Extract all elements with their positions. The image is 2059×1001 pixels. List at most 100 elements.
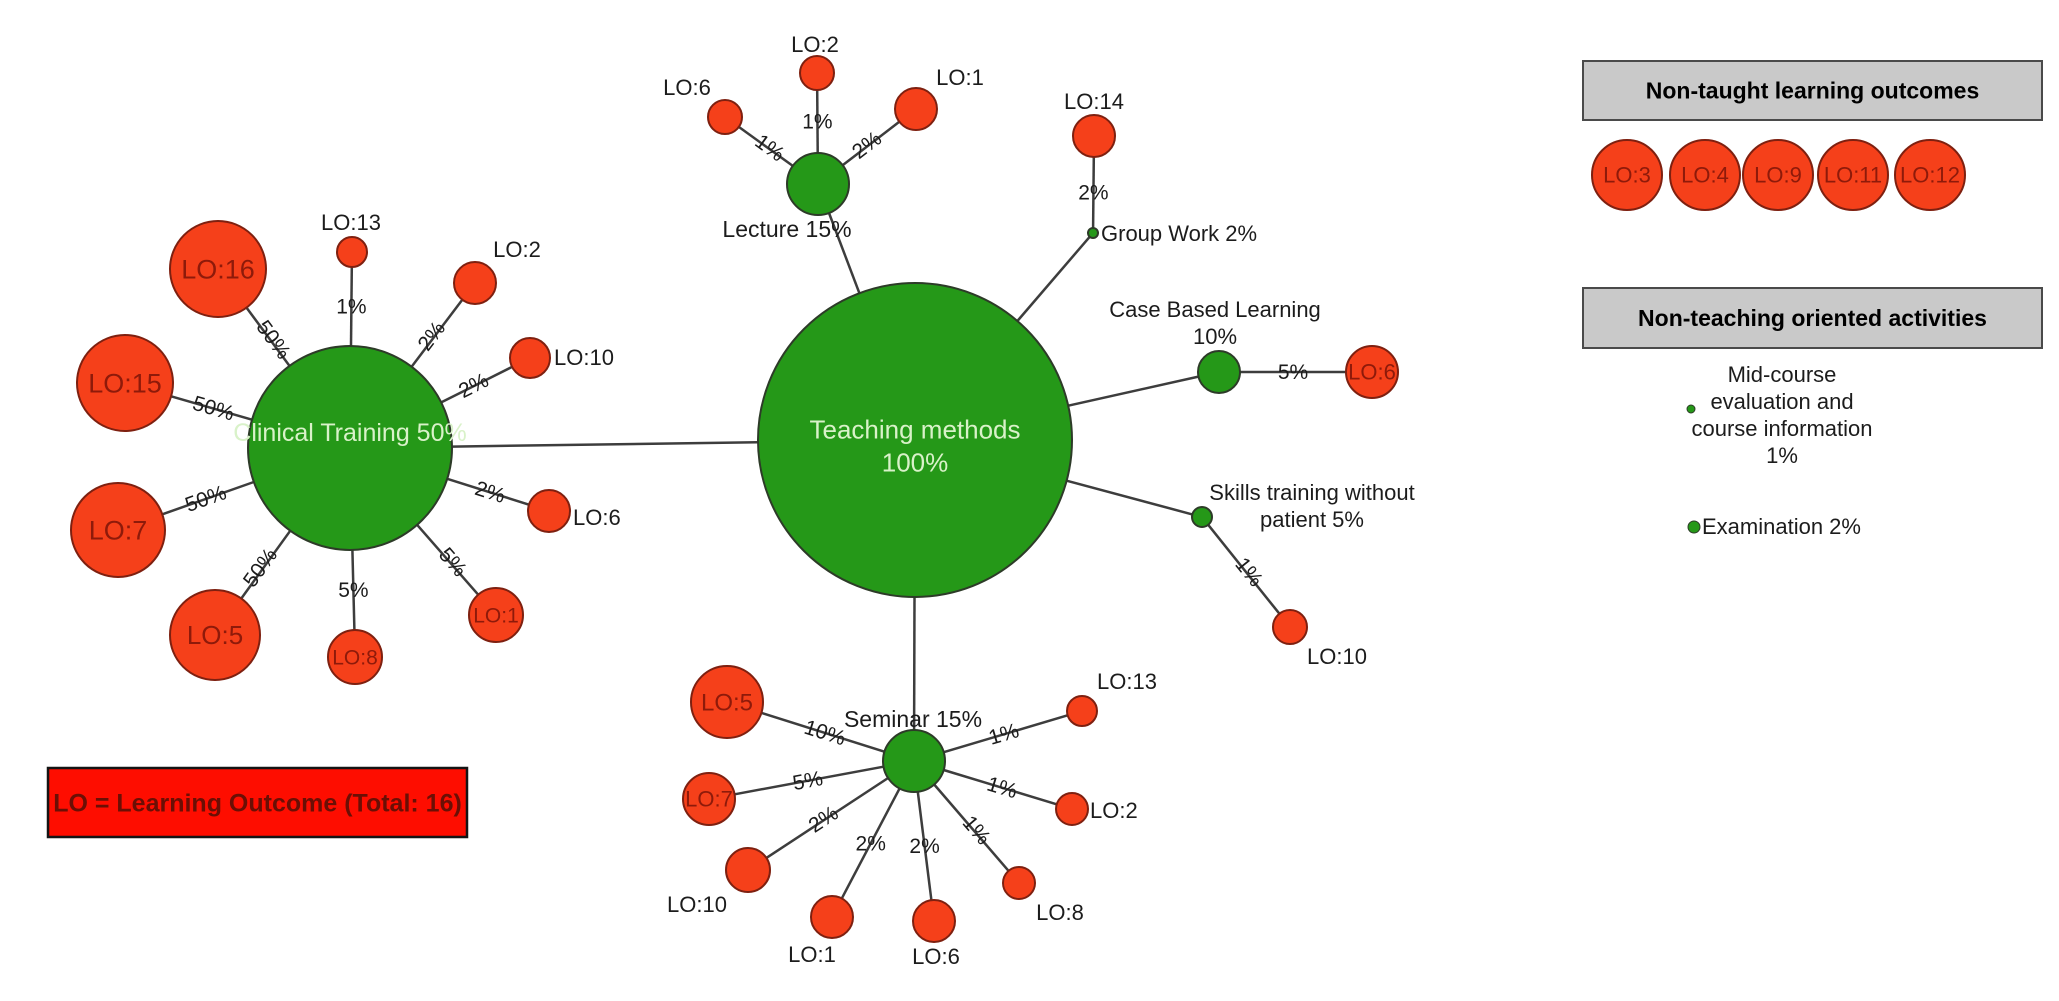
node-sk-lo10-circle	[1272, 609, 1308, 645]
legend-activity-label-0: course information	[1692, 416, 1873, 441]
edge-clinical-training-ct-lo15	[170, 395, 253, 421]
legend-activity-label-0: 1%	[1766, 443, 1798, 468]
edge-label-seminar-sem-lo6: 2%	[909, 835, 939, 858]
edge-label-seminar-sem-lo13: 1%	[986, 719, 1022, 750]
legend-circle-label: LO:11	[1824, 163, 1882, 188]
legend-activity-label-0: evaluation and	[1710, 389, 1853, 414]
node-cbl-lo6-circle	[1345, 345, 1399, 399]
node-lec-lo1-label: LO:1	[936, 65, 984, 90]
node-ct-lo5-circle	[169, 589, 261, 681]
edge-label-clinical-training-ct-lo7: 50%	[182, 481, 229, 517]
node-sem-lo8-circle	[1002, 866, 1036, 900]
edge-label-clinical-training-ct-lo8: 5%	[338, 579, 368, 602]
edge-lecture-lec-lo2	[815, 89, 819, 154]
node-sem-lo5-circle	[690, 665, 764, 739]
node-case-based-learning-label: Case Based Learning	[1109, 297, 1321, 322]
node-sem-lo6-circle	[912, 899, 956, 943]
node-clinical-training-circle	[247, 345, 453, 551]
legend-non-teaching-title: Non-teaching oriented activities	[1638, 305, 1987, 331]
node-lec-lo2-label: LO:2	[791, 32, 839, 57]
edge-label-lecture-lec-lo6: 1%	[751, 130, 789, 166]
edge-label-clinical-training-ct-lo10: 2%	[455, 369, 492, 403]
edge-label-seminar-sem-lo2: 1%	[984, 773, 1020, 804]
edge-clinical-training-teaching-methods	[451, 440, 759, 448]
edge-label-case-based-learning-cbl-lo6: 5%	[1278, 361, 1308, 384]
node-sem-lo1-circle	[810, 895, 854, 939]
edge-skills-training-sk-lo10	[1207, 524, 1281, 615]
edge-label-seminar-sem-lo7: 5%	[791, 767, 825, 795]
node-ct-lo15-circle	[76, 334, 174, 432]
node-ct-lo10-label: LO:10	[554, 345, 614, 370]
node-ct-lo13-circle	[336, 236, 368, 268]
edge-seminar-sem-lo7	[734, 765, 884, 796]
legend-activity-label-0: Mid-course	[1728, 362, 1837, 387]
edge-label-seminar-sem-lo1: 2%	[856, 832, 886, 855]
legend-activity-dot-0	[1686, 404, 1696, 414]
edge-clinical-training-ct-lo5	[240, 529, 292, 600]
edge-layer	[161, 89, 1346, 901]
node-lecture-label: Lecture 15%	[722, 216, 851, 242]
legend-circle-lo3	[1591, 139, 1663, 211]
legend-non-teaching-box	[1582, 287, 2043, 349]
edge-label-clinical-training-ct-lo13: 1%	[336, 296, 366, 319]
node-sk-lo10-label: LO:10	[1307, 644, 1367, 669]
node-ct-lo1-circle	[468, 587, 524, 643]
legend-activity-label-1: Examination 2%	[1702, 514, 1861, 539]
legend-circle-label: LO:4	[1681, 163, 1729, 188]
node-ct-lo1-label: LO:1	[473, 604, 519, 627]
node-seminar-circle	[882, 729, 946, 793]
legend-activity-dot-1	[1687, 520, 1701, 534]
node-ct-lo2-circle	[453, 261, 497, 305]
node-sem-lo13-label: LO:13	[1097, 669, 1157, 694]
edge-clinical-training-ct-lo7	[161, 480, 255, 516]
edge-clinical-training-ct-lo16	[245, 306, 291, 367]
node-ct-lo7-label: LO:7	[89, 516, 148, 546]
edge-seminar-sem-lo8	[933, 783, 1010, 872]
edge-seminar-sem-lo1	[840, 787, 901, 899]
edge-teaching-methods-case-based-learning	[1067, 375, 1199, 407]
node-gw-lo14-circle	[1072, 114, 1116, 158]
edge-label-seminar-sem-lo10: 2%	[805, 802, 843, 838]
node-lecture-circle	[786, 152, 850, 216]
edge-teaching-methods-lecture	[827, 212, 861, 294]
edge-group-work-gw-lo14	[1091, 156, 1096, 229]
legend-circle-label: LO:3	[1603, 163, 1651, 188]
callout-layer: LO = Learning Outcome (Total: 16)	[46, 766, 469, 839]
node-seminar-label: Seminar 15%	[844, 706, 982, 732]
node-ct-lo7-circle	[70, 482, 166, 578]
node-ct-lo13-label: LO:13	[321, 210, 381, 235]
edge-clinical-training-ct-lo2	[410, 298, 464, 368]
edge-clinical-training-ct-lo13	[349, 266, 354, 347]
node-clinical-training-label: Clinical Training 50%	[233, 419, 466, 447]
edge-seminar-sem-lo10	[765, 776, 889, 859]
node-sem-lo5-label: LO:5	[701, 689, 753, 716]
node-layer	[70, 55, 1399, 943]
node-sem-lo7-label: LO:7	[685, 787, 733, 812]
edge-label-group-work-gw-lo14: 2%	[1078, 182, 1108, 205]
edge-seminar-sem-lo5	[760, 711, 885, 753]
legend-non-taught-title: Non-taught learning outcomes	[1646, 78, 1980, 104]
node-sem-lo6-label: LO:6	[912, 944, 960, 969]
edge-lecture-lec-lo6	[738, 125, 794, 167]
legend-circle-lo11	[1817, 139, 1889, 211]
legend-circle-label: LO:9	[1754, 163, 1802, 188]
node-lec-lo6-label: LO:6	[663, 75, 711, 100]
edge-clinical-training-ct-lo8	[351, 549, 356, 631]
node-case-based-learning-circle	[1197, 350, 1241, 394]
node-cbl-lo6-label: LO:6	[1348, 360, 1396, 385]
node-skills-training-label: Skills training without	[1209, 480, 1414, 505]
node-skills-training-circle	[1191, 506, 1213, 528]
node-teaching-methods-circle	[757, 282, 1073, 598]
node-lec-lo6-circle	[707, 99, 743, 135]
node-ct-lo2-label: LO:2	[493, 237, 541, 262]
node-lec-lo2-circle	[799, 55, 835, 91]
node-skills-training-label: patient 5%	[1260, 507, 1364, 532]
node-sem-lo2-circle	[1055, 792, 1089, 826]
edge-seminar-sem-lo13	[943, 714, 1068, 754]
node-sem-lo1-label: LO:1	[788, 942, 836, 967]
node-case-based-learning-label: 10%	[1193, 324, 1237, 349]
node-group-work-circle	[1087, 227, 1099, 239]
node-ct-lo16-label: LO:16	[181, 254, 255, 284]
legend-circle-lo12	[1894, 139, 1966, 211]
edge-clinical-training-ct-lo1	[416, 523, 480, 596]
